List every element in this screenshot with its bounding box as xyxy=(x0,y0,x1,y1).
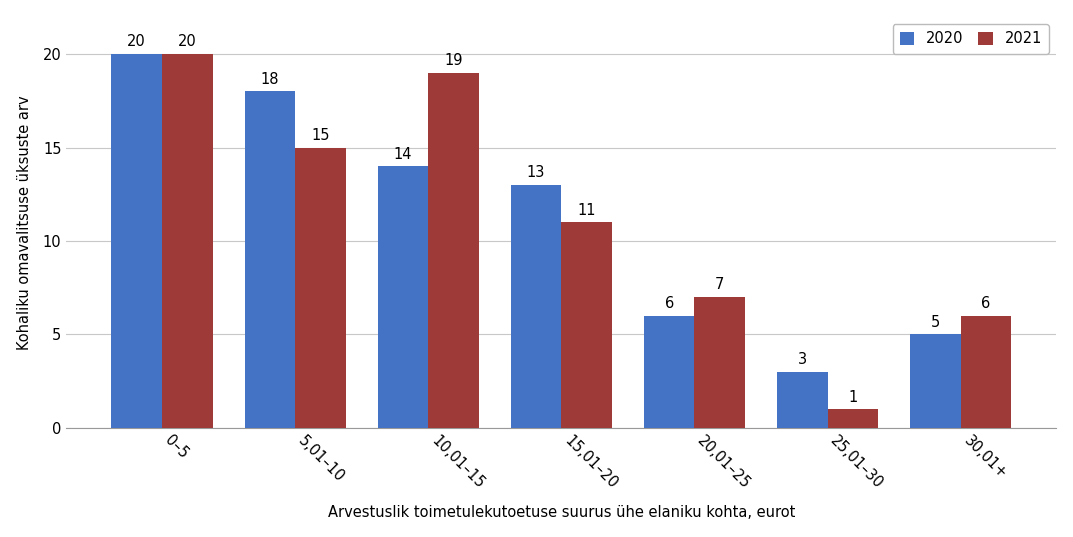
Bar xyxy=(694,297,745,428)
Text: 3: 3 xyxy=(797,352,807,367)
Bar xyxy=(428,72,479,428)
Bar xyxy=(777,372,827,428)
Text: 19: 19 xyxy=(444,53,462,68)
Text: 1: 1 xyxy=(849,389,857,404)
Bar xyxy=(960,316,1012,428)
Text: 11: 11 xyxy=(577,202,596,217)
Text: 5: 5 xyxy=(931,315,940,330)
Text: 18: 18 xyxy=(261,72,279,87)
Text: 15: 15 xyxy=(311,128,329,143)
Text: 13: 13 xyxy=(527,165,545,180)
Text: 14: 14 xyxy=(394,147,412,162)
Bar xyxy=(561,222,612,428)
Text: 6: 6 xyxy=(664,296,674,311)
Bar xyxy=(378,166,428,428)
Y-axis label: Kohaliku omavalitsuse üksuste arv: Kohaliku omavalitsuse üksuste arv xyxy=(17,95,32,350)
Bar xyxy=(644,316,694,428)
Text: 20: 20 xyxy=(178,34,196,49)
Text: 6: 6 xyxy=(982,296,990,311)
Bar xyxy=(162,54,212,428)
Bar xyxy=(910,335,960,428)
X-axis label: Arvestuslik toimetulekutoetuse suurus ühe elaniku kohta, eurot: Arvestuslik toimetulekutoetuse suurus üh… xyxy=(327,505,795,520)
Bar xyxy=(511,185,561,428)
Text: 20: 20 xyxy=(128,34,146,49)
Bar xyxy=(112,54,162,428)
Bar xyxy=(295,148,346,428)
Text: 7: 7 xyxy=(715,278,724,292)
Bar xyxy=(245,91,295,428)
Bar xyxy=(827,409,878,428)
Legend: 2020, 2021: 2020, 2021 xyxy=(893,24,1049,54)
